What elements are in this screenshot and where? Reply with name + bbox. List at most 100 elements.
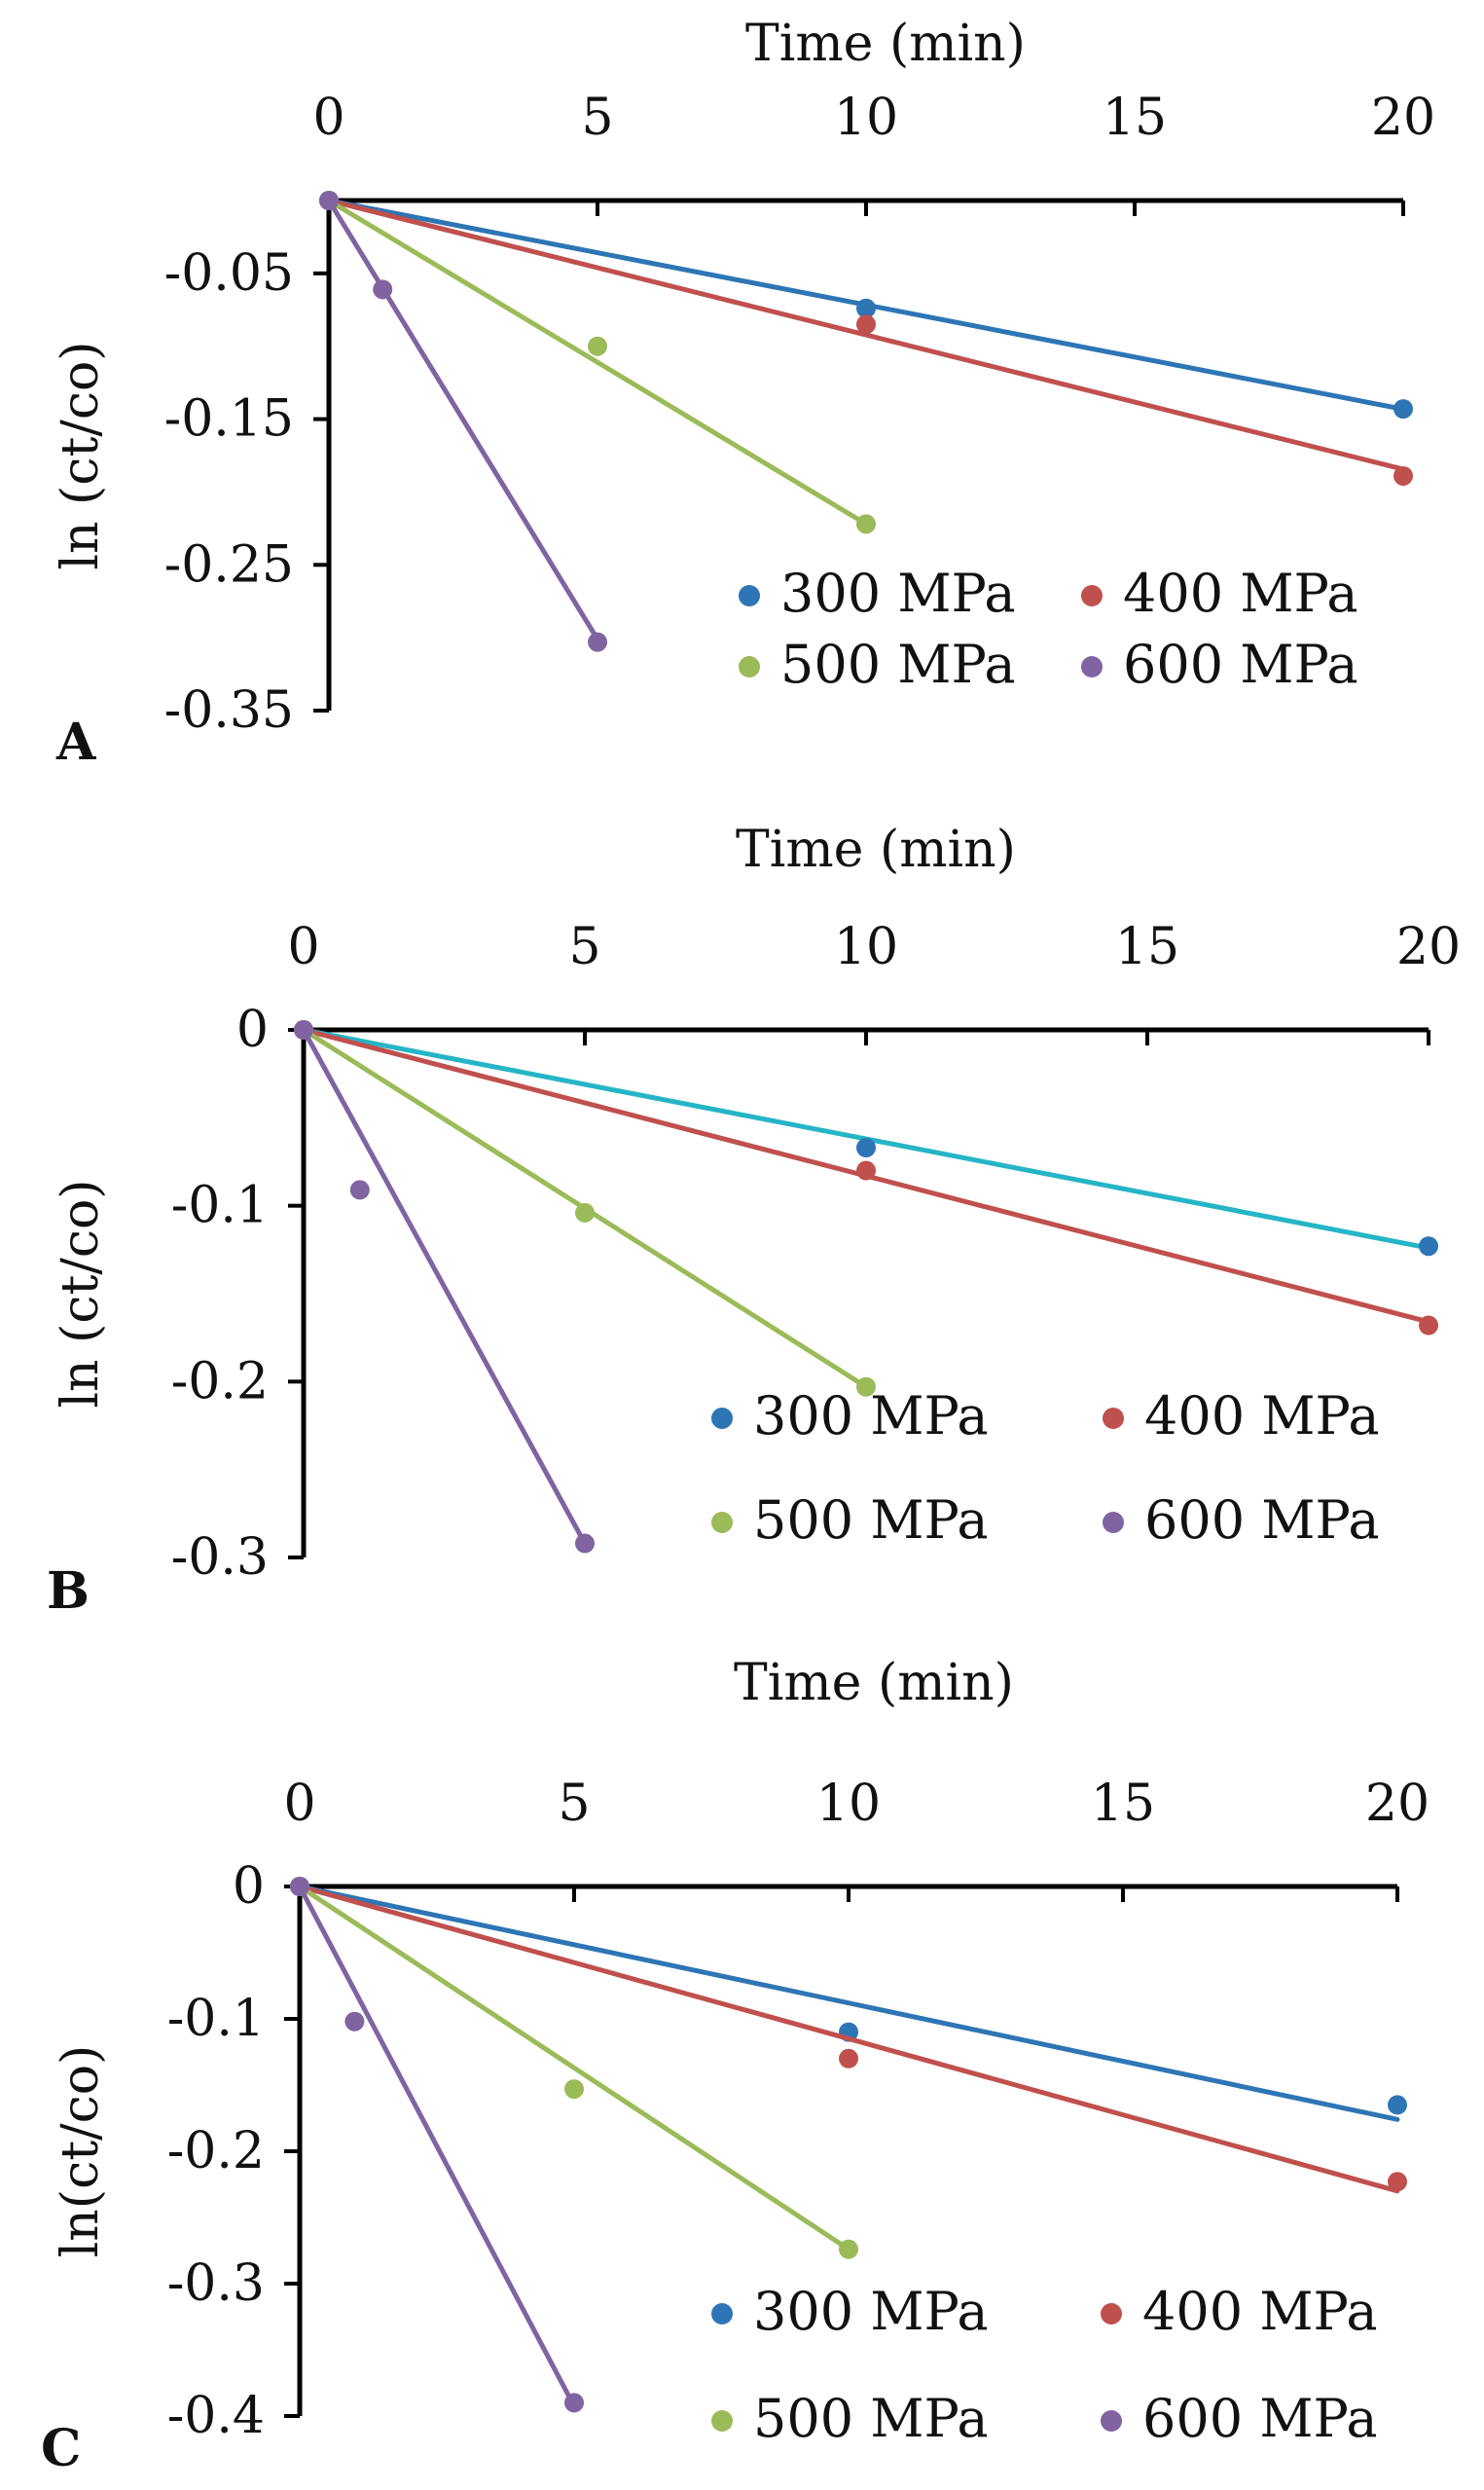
legend-label: 500 MPa bbox=[753, 1489, 989, 1551]
data-point-600-mpa bbox=[588, 632, 607, 652]
y-tick-label: -0.25 bbox=[164, 535, 294, 594]
data-point-600-mpa bbox=[349, 1180, 370, 1200]
legend-label: 500 MPa bbox=[753, 2388, 989, 2449]
x-tick-label: 10 bbox=[834, 89, 898, 147]
data-point-300-mpa bbox=[856, 1138, 876, 1158]
legend-marker bbox=[1101, 2410, 1122, 2432]
y-tick-label: 0 bbox=[236, 1001, 269, 1059]
panel-b: 0 5 10 15 20 0 -0.1 -0.2 -0.3 Time (min) ln (ct/co… bbox=[47, 821, 1461, 1621]
x-tick-label: 5 bbox=[558, 1775, 590, 1833]
y-tick-label: 0 bbox=[233, 1857, 265, 1916]
data-point-500-mpa bbox=[575, 1202, 595, 1223]
data-point-400-mpa bbox=[856, 314, 876, 335]
y-tick-label: -0.2 bbox=[171, 1352, 269, 1410]
y-axis-title: ln(ct/co) bbox=[52, 2045, 110, 2258]
x-tick-label: 10 bbox=[816, 1775, 881, 1833]
y-tick-label: -0.2 bbox=[167, 2122, 265, 2180]
legend-marker bbox=[711, 1512, 733, 1533]
fit-line-500-mpa bbox=[326, 198, 869, 527]
legend-label: 600 MPa bbox=[1142, 2388, 1378, 2449]
data-point-600-mpa bbox=[290, 1877, 309, 1896]
x-tick-label: 15 bbox=[1103, 89, 1167, 147]
fit-line-400-mpa bbox=[297, 1884, 1400, 2194]
data-point-300-mpa bbox=[856, 298, 876, 318]
x-tick-label: 0 bbox=[287, 918, 319, 976]
x-tick-label: 10 bbox=[834, 918, 898, 976]
legend-label: 300 MPa bbox=[780, 563, 1016, 624]
legend-marker bbox=[711, 1408, 733, 1429]
data-point-600-mpa bbox=[564, 2393, 584, 2413]
data-point-400-mpa bbox=[856, 1160, 876, 1181]
x-tick-label: 5 bbox=[581, 89, 613, 147]
data-point-400-mpa bbox=[839, 2048, 858, 2069]
data-point-600-mpa bbox=[373, 279, 393, 300]
y-tick-label: -0.1 bbox=[171, 1177, 269, 1235]
x-tick-label: 15 bbox=[1115, 918, 1179, 976]
data-point-500-mpa bbox=[856, 514, 876, 534]
legend-marker bbox=[739, 656, 760, 677]
y-axis-title: ln (ct/co) bbox=[52, 1179, 110, 1408]
fit-line-400-mpa bbox=[326, 198, 1406, 472]
y-axis-title: ln (ct/co) bbox=[52, 341, 110, 569]
y-tick-label: -0.4 bbox=[167, 2387, 265, 2445]
y-tick-label: -0.05 bbox=[164, 244, 294, 303]
legend-label: 400 MPa bbox=[1142, 2281, 1378, 2342]
data-point-500-mpa bbox=[564, 2079, 584, 2100]
y-tick-label: -0.3 bbox=[171, 1528, 269, 1587]
x-tick-label: 15 bbox=[1091, 1775, 1155, 1833]
fit-line-600-mpa bbox=[297, 1884, 577, 2409]
legend-marker bbox=[711, 2410, 733, 2432]
x-tick-label: 20 bbox=[1371, 89, 1435, 147]
data-point-500-mpa bbox=[588, 336, 607, 356]
x-axis-title: Time (min) bbox=[745, 15, 1026, 73]
fit-line-500-mpa bbox=[297, 1884, 851, 2252]
legend-label: 300 MPa bbox=[753, 2281, 989, 2342]
legend: 300 MPa 400 MPa 500 MPa 600 MPa bbox=[739, 563, 1358, 695]
legend-marker bbox=[1103, 1408, 1124, 1429]
data-point-600-mpa bbox=[575, 1533, 595, 1554]
y-tick-label: -0.3 bbox=[167, 2254, 265, 2313]
legend-label: 400 MPa bbox=[1123, 563, 1358, 624]
panel-a: 0 5 10 15 20 -0.05 -0.15 -0.25 -0.35 Time (min) ln… bbox=[52, 15, 1435, 772]
data-point-300-mpa bbox=[1419, 1236, 1438, 1257]
data-point-600-mpa bbox=[319, 191, 339, 210]
panel-letter: B bbox=[47, 1561, 90, 1621]
data-point-400-mpa bbox=[1394, 465, 1413, 486]
legend-marker bbox=[1081, 585, 1103, 606]
legend-marker bbox=[711, 2303, 733, 2325]
data-point-400-mpa bbox=[1419, 1315, 1438, 1336]
panel-letter: A bbox=[55, 713, 96, 772]
x-axis-title: Time (min) bbox=[736, 821, 1016, 879]
y-tick-label: -0.35 bbox=[164, 681, 294, 740]
legend-marker bbox=[1081, 656, 1103, 677]
legend: 300 MPa 400 MPa 500 MPa 600 MPa bbox=[711, 2281, 1378, 2449]
data-point-500-mpa bbox=[839, 2239, 858, 2259]
data-point-400-mpa bbox=[1388, 2172, 1407, 2192]
y-tick-label: -0.15 bbox=[164, 390, 294, 449]
legend-marker bbox=[1101, 2303, 1122, 2325]
fit-line-600-mpa bbox=[301, 1027, 588, 1547]
x-tick-label: 20 bbox=[1396, 918, 1461, 976]
fit-line-300-mpa bbox=[297, 1884, 1400, 2122]
fit-line-600-mpa bbox=[326, 198, 600, 642]
panel-letter: C bbox=[41, 2419, 81, 2478]
data-point-600-mpa bbox=[344, 2011, 365, 2032]
data-point-500-mpa bbox=[856, 1376, 876, 1397]
legend-marker bbox=[739, 585, 760, 606]
legend-label: 400 MPa bbox=[1144, 1385, 1380, 1446]
x-tick-label: 20 bbox=[1365, 1775, 1430, 1833]
y-tick-label: -0.1 bbox=[167, 1990, 265, 2048]
panel-c: 0 5 10 15 20 0 -0.1 -0.2 -0.3 -0.4 Time (min) ln(ct… bbox=[41, 1654, 1430, 2478]
legend: 300 MPa 400 MPa 500 MPa 600 MPa bbox=[711, 1385, 1380, 1551]
data-point-300-mpa bbox=[1394, 399, 1413, 420]
legend-label: 600 MPa bbox=[1144, 1489, 1380, 1551]
x-tick-label: 5 bbox=[568, 918, 600, 976]
data-point-600-mpa bbox=[294, 1020, 313, 1040]
legend-label: 500 MPa bbox=[780, 634, 1016, 695]
legend-label: 300 MPa bbox=[753, 1385, 989, 1446]
data-point-300-mpa bbox=[1388, 2095, 1407, 2115]
legend-label: 600 MPa bbox=[1123, 634, 1358, 695]
x-tick-label: 0 bbox=[283, 1775, 315, 1833]
x-axis-title: Time (min) bbox=[734, 1654, 1014, 1712]
